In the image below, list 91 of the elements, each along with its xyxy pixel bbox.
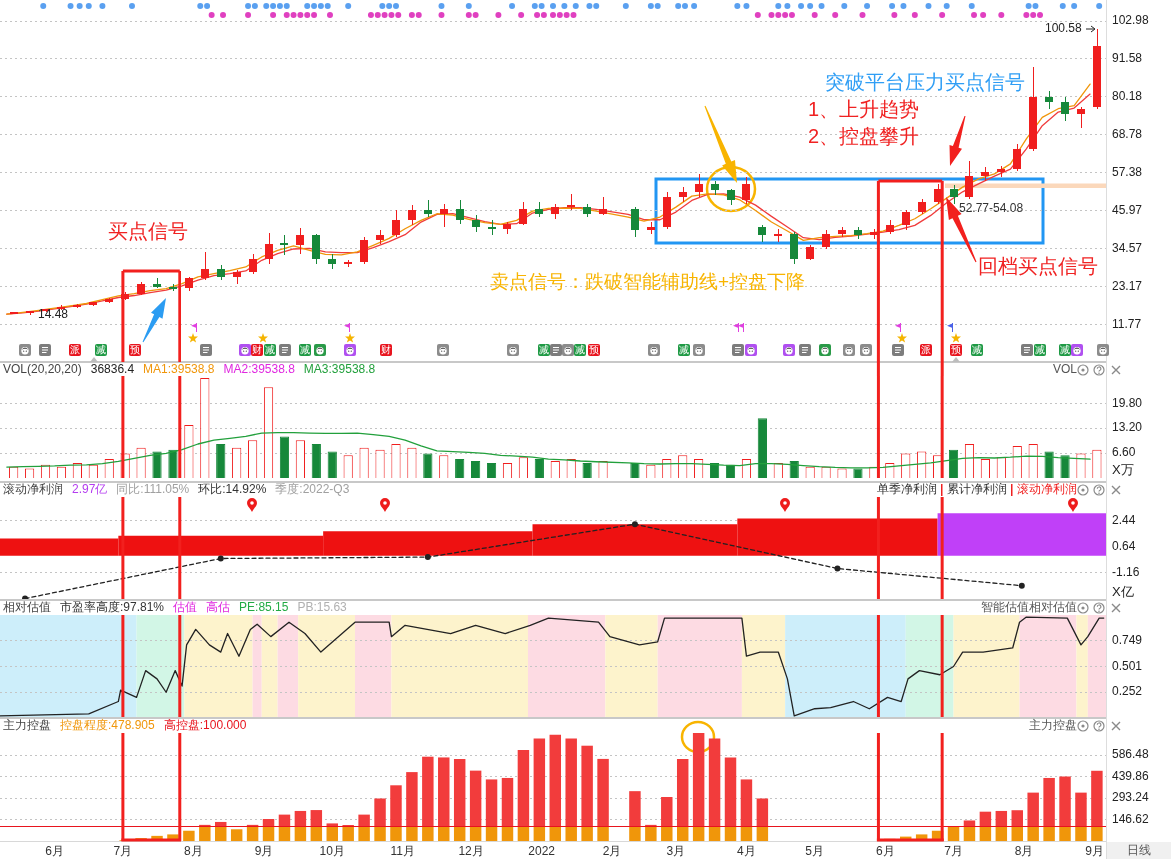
x-tick-label: 3月	[666, 843, 686, 858]
annotation: 市盈率高度:97.81%	[60, 600, 165, 615]
y-tick-label: 2.44	[1112, 513, 1136, 528]
x-tick-label: 10月	[319, 843, 345, 858]
annotation: 卖点信号：跌破智能辅助线+控盘下降	[490, 271, 806, 293]
y-tick-label: -1.16	[1112, 564, 1140, 579]
text: 控盘程度:478.905	[60, 718, 156, 733]
chart-title: 相对估值	[3, 600, 51, 615]
annotation: 预	[951, 344, 961, 356]
y-tick-label: 45.97	[1112, 202, 1143, 217]
annotation: 派	[70, 344, 80, 356]
annotation: PE:85.15	[239, 600, 289, 615]
text: 2.97亿	[72, 482, 108, 497]
annotation: 回档买点信号	[978, 254, 1098, 277]
annotation: 100.58	[1045, 21, 1083, 36]
x-tick-label: 7月	[944, 843, 963, 858]
chart-title: VOL(20,20,20)	[3, 362, 82, 377]
annotation: PB:15.63	[297, 600, 348, 615]
annotation: 2、控盘攀升	[808, 124, 920, 147]
y-tick-label: 68.78	[1112, 127, 1143, 142]
annotation: 减	[96, 344, 106, 356]
y-tick-label: 146.62	[1112, 811, 1150, 826]
y-tick-label: 80.18	[1112, 89, 1143, 104]
x-tick-label: 6月	[875, 843, 895, 858]
x-tick-label: 9月	[1085, 843, 1104, 858]
y-tick-label: 91.58	[1112, 51, 1143, 66]
annotation: 1、上升趋势	[808, 97, 920, 120]
annotation: 高估	[206, 600, 231, 615]
annotation: 减	[1035, 344, 1045, 356]
text: 环比:14.92%	[198, 482, 267, 497]
x-tick-label: 5月	[805, 843, 825, 858]
y-tick-label: 13.20	[1112, 420, 1143, 435]
annotation: 减	[1060, 344, 1070, 356]
y-tick-label: 6.60	[1112, 445, 1136, 460]
annotation: 预	[589, 344, 599, 356]
annotation: 买点信号	[108, 219, 188, 242]
chart-title: 滚动净利润	[3, 482, 63, 497]
y-tick-label: 0.252	[1112, 684, 1143, 699]
x-tick-label: 2月	[602, 843, 622, 858]
y-axis-title: X亿	[1112, 583, 1134, 599]
annotation: 突破平台压力买点信号	[825, 70, 1025, 93]
annotation: 主力控盘	[1029, 718, 1077, 733]
text: 季度:2022-Q3	[275, 482, 350, 497]
annotation: 减	[679, 344, 689, 356]
x-tick-label: 11月	[390, 843, 416, 858]
x-tick-label: 4月	[737, 843, 756, 858]
text: 累计净利润	[947, 482, 1007, 497]
y-tick-label: 19.80	[1112, 395, 1143, 410]
annotation: 预	[130, 344, 140, 356]
y-tick-label: 11.77	[1112, 316, 1142, 331]
x-tick-label: 12月	[458, 843, 484, 858]
annotation: MA2:39538.8	[223, 362, 296, 377]
annotation: 派	[921, 344, 931, 356]
y-tick-label: 57.38	[1112, 164, 1143, 179]
annotation: MA1:39538.8	[143, 362, 215, 377]
y-tick-label: 23.17	[1112, 278, 1143, 293]
annotation: 减	[300, 344, 310, 356]
annotation: 智能估值相对估值	[981, 600, 1077, 615]
x-tick-label: 9月	[254, 843, 274, 858]
text: 滚动净利润	[1017, 482, 1077, 497]
y-tick-label: 586.48	[1112, 747, 1150, 762]
y-tick-label: 0.64	[1112, 538, 1136, 553]
x-tick-label: 7月	[113, 843, 133, 858]
annotation: 估值	[172, 600, 198, 615]
y-tick-label: 439.86	[1112, 768, 1150, 783]
chart-title: 主力控盘	[3, 718, 51, 733]
text: 日线	[1126, 843, 1151, 858]
legend-label: MA3:39538.8	[303, 362, 376, 377]
y-tick-label: 34.57	[1112, 240, 1143, 255]
annotation: 减	[972, 344, 982, 356]
annotation: 减	[265, 344, 275, 356]
y-tick-label: 0.749	[1112, 633, 1143, 648]
x-tick-label: 2022	[528, 843, 556, 858]
annotation: 减	[575, 344, 585, 356]
y-tick-label: 102.98	[1112, 13, 1150, 28]
annotation: 财	[252, 344, 262, 356]
y-tick-label: 293.24	[1112, 790, 1150, 805]
y-axis-title: X万	[1112, 461, 1134, 477]
annotation: VOL	[1052, 362, 1078, 377]
ref-line-label: 高控盘:100.000	[163, 718, 247, 733]
text: 单季净利润	[877, 482, 937, 497]
annotation: 减	[539, 344, 549, 356]
annotation: 14.48	[38, 307, 69, 322]
band-label: 52.77-54.08	[959, 201, 1024, 216]
x-tick-label: 8月	[184, 843, 203, 858]
text: 同比:111.05%	[116, 482, 190, 497]
annotation: 财	[381, 344, 391, 356]
annotation: 36836.4	[90, 362, 135, 377]
y-tick-label: 0.501	[1112, 658, 1143, 673]
x-tick-label: 8月	[1014, 843, 1034, 858]
x-tick-label: 6月	[45, 843, 64, 858]
